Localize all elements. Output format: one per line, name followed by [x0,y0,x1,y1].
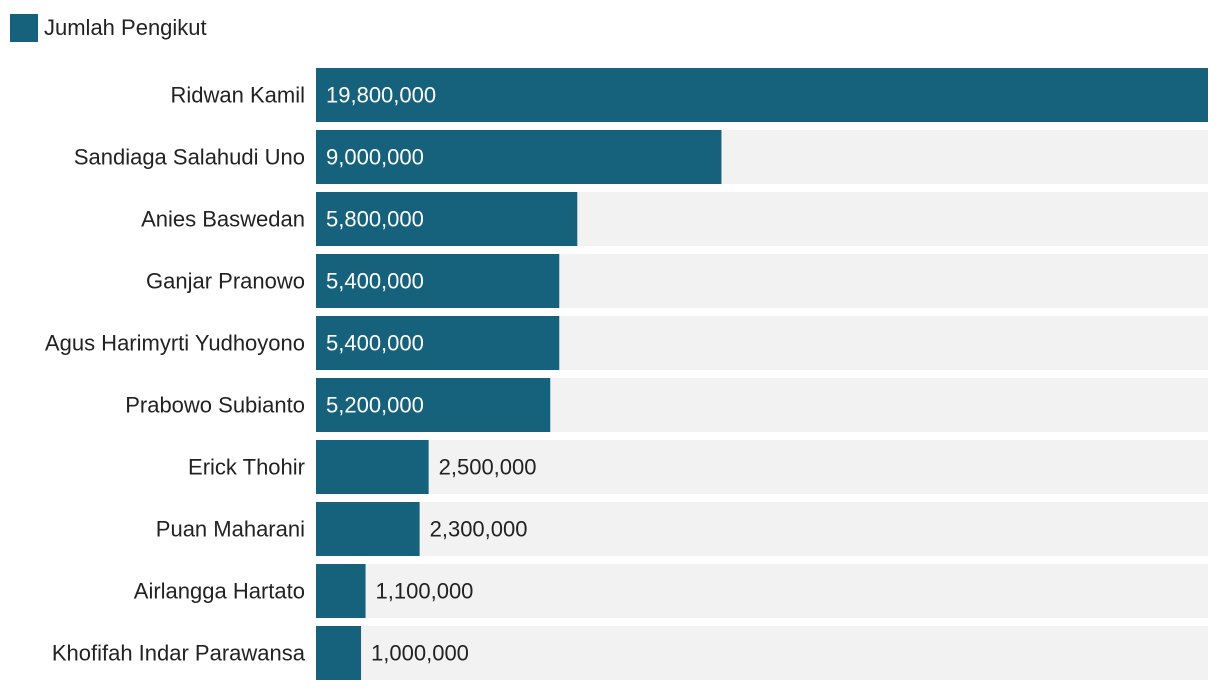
category-label: Prabowo Subianto [125,393,305,418]
value-label: 5,400,000 [326,269,424,294]
bar-track [316,502,1208,556]
value-label: 1,100,000 [376,579,474,604]
bar-track [316,440,1208,494]
bar-track [316,626,1208,680]
category-label: Khofifah Indar Parawansa [52,641,306,666]
legend-swatch [10,14,38,42]
bar [316,378,551,432]
legend-label: Jumlah Pengikut [44,15,207,40]
category-label: Agus Harimyrti Yudhoyono [45,331,305,356]
bar [316,502,420,556]
bar [316,316,560,370]
category-label: Anies Baswedan [141,207,305,232]
category-label: Ganjar Pranowo [146,269,305,294]
value-label: 2,300,000 [430,517,528,542]
value-label: 5,800,000 [326,207,424,232]
value-label: 19,800,000 [326,83,436,108]
bar [316,130,722,184]
bar-track [316,564,1208,618]
value-label: 9,000,000 [326,145,424,170]
category-label: Sandiaga Salahudi Uno [74,145,305,170]
bar [316,626,362,680]
bar [316,68,1208,122]
bar [316,440,429,494]
category-label: Erick Thohir [188,455,305,480]
category-label: Ridwan Kamil [171,83,306,108]
value-label: 1,000,000 [371,641,469,666]
bar [316,564,366,618]
value-label: 5,200,000 [326,393,424,418]
bar [316,192,578,246]
category-label: Puan Maharani [156,517,305,542]
legend: Jumlah Pengikut [10,14,207,42]
value-label: 5,400,000 [326,331,424,356]
value-label: 2,500,000 [439,455,537,480]
bar [316,254,560,308]
category-label: Airlangga Hartato [134,579,305,604]
